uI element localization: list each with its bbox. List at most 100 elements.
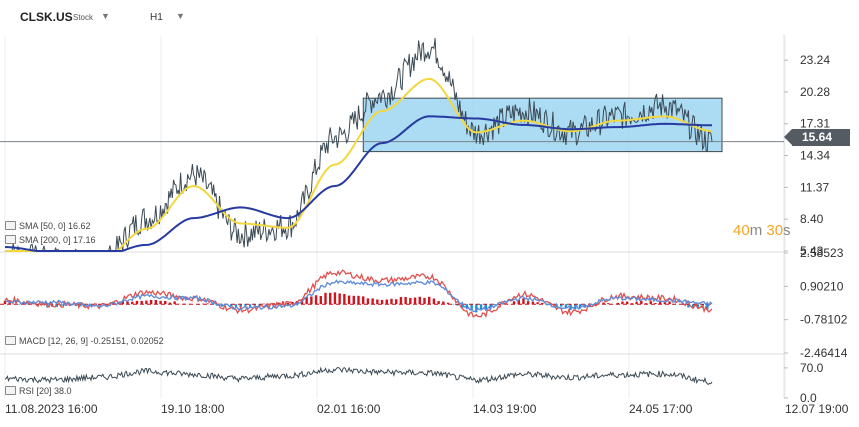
macd-histogram-bar bbox=[654, 302, 657, 305]
rsi-legend-text: RSI [20] 38.0 bbox=[19, 386, 72, 396]
macd-histogram-bar bbox=[625, 301, 629, 305]
macd-histogram-bar bbox=[691, 304, 695, 309]
macd-histogram-bar bbox=[399, 297, 403, 305]
macd-histogram-bar bbox=[234, 304, 238, 307]
symbol-name[interactable]: CLSK.US bbox=[20, 10, 73, 24]
indicator-settings-icon[interactable] bbox=[5, 386, 16, 395]
macd-histogram-bar bbox=[663, 301, 667, 305]
macd-histogram-bar bbox=[432, 298, 436, 305]
macd-histogram-bar bbox=[583, 304, 586, 308]
macd-histogram-bar bbox=[206, 303, 209, 305]
macd-histogram-bar bbox=[555, 304, 558, 308]
countdown-seconds: 30 bbox=[766, 222, 784, 239]
symbol-type: Stock bbox=[73, 13, 94, 22]
macd-histogram-bar bbox=[517, 299, 520, 305]
macd-histogram-bar bbox=[376, 299, 379, 305]
macd-histogram-bar bbox=[413, 297, 417, 305]
sma50-legend[interactable]: SMA [50, 0] 16.62 bbox=[5, 221, 91, 231]
macd-histogram-bar bbox=[512, 301, 516, 305]
chart-grid bbox=[4, 36, 786, 398]
symbol-dropdown-caret-icon[interactable]: ▼ bbox=[101, 11, 110, 21]
macd-histogram-bar bbox=[706, 304, 709, 310]
time-axis-tick-label: 02.01 16:00 bbox=[317, 402, 381, 416]
rsi-series-line bbox=[4, 366, 713, 386]
macd-histogram-bar bbox=[333, 292, 337, 305]
macd-histogram-bar bbox=[126, 301, 129, 305]
macd-histogram-bar bbox=[489, 304, 492, 308]
macd-histogram-bar bbox=[498, 304, 502, 306]
macd-axis-tick-label: -2.46414 bbox=[800, 346, 848, 360]
macd-histogram-bar bbox=[173, 301, 176, 305]
y-axis-ticks: 5.43 8.40 11.37 14.34 17.31 20.28 23.24 2.58523… bbox=[784, 53, 848, 405]
macd-histogram-bar bbox=[286, 302, 289, 305]
rsi-legend[interactable]: RSI [20] 38.0 bbox=[5, 386, 72, 396]
macd-histogram-bar bbox=[291, 301, 294, 305]
macd-histogram-bar bbox=[578, 304, 582, 309]
macd-legend[interactable]: MACD [12, 26, 9] -0.25151, 0.02052 bbox=[5, 336, 164, 346]
macd-histogram-bar bbox=[324, 292, 327, 305]
macd-histogram-bar bbox=[649, 301, 652, 305]
macd-histogram-bar bbox=[559, 304, 563, 307]
price-axis-tick-label: 14.34 bbox=[800, 149, 830, 163]
macd-histogram-bar bbox=[168, 302, 172, 305]
macd-histogram-bar bbox=[493, 304, 497, 306]
countdown-minutes-unit: m bbox=[749, 222, 763, 239]
price-axis-tick-label: 5.43 bbox=[800, 244, 824, 258]
macd-histogram-bar bbox=[220, 304, 224, 307]
macd-histogram-bar bbox=[418, 296, 421, 305]
macd-histogram-bar bbox=[531, 301, 535, 305]
macd-histogram-bar bbox=[484, 304, 487, 311]
macd-histogram-bar bbox=[428, 296, 431, 305]
macd-histogram-bar bbox=[475, 304, 478, 313]
macd-histogram-bar bbox=[409, 297, 412, 305]
macd-histogram-bar bbox=[644, 303, 648, 305]
timeframe-dropdown-caret-icon[interactable]: ▼ bbox=[176, 11, 185, 21]
indicator-settings-icon[interactable] bbox=[5, 221, 16, 230]
macd-histogram-bar bbox=[687, 304, 690, 308]
indicator-settings-icon[interactable] bbox=[5, 235, 16, 244]
macd-histogram-bar bbox=[635, 301, 638, 305]
signal-series-line bbox=[4, 279, 713, 313]
macd-legend-text: MACD [12, 26, 9] -0.25151, 0.02052 bbox=[19, 336, 164, 346]
macd-histogram-bar bbox=[357, 295, 360, 305]
price-axis-tick-label: 23.24 bbox=[800, 53, 830, 67]
macd-histogram-bar bbox=[465, 304, 469, 309]
macd-histogram-bar bbox=[479, 304, 483, 310]
macd-histogram-bar bbox=[121, 301, 125, 305]
price-axis-tick-label: 20.28 bbox=[800, 85, 830, 99]
macd-histogram-bar bbox=[423, 297, 426, 305]
sma50-legend-text: SMA [50, 0] 16.62 bbox=[19, 221, 91, 231]
timeframe-selector[interactable]: H1 bbox=[150, 12, 163, 23]
sma200-legend[interactable]: SMA [200, 0] 17.16 bbox=[5, 235, 96, 245]
macd-histogram-bar bbox=[314, 295, 318, 305]
macd-histogram-bar bbox=[55, 304, 59, 307]
macd-histogram-bar bbox=[616, 302, 619, 305]
macd-histogram-bar bbox=[159, 300, 162, 305]
macd-histogram-bar bbox=[319, 296, 322, 305]
macd-histogram-bar bbox=[263, 303, 266, 305]
panel-separators bbox=[0, 34, 785, 398]
macd-histogram-bar bbox=[140, 300, 143, 305]
macd-histogram-bar bbox=[658, 301, 662, 305]
x-axis-ticks: 11.08.2023 16:00 19.10 18:00 02.01 16:00 14… bbox=[5, 402, 849, 416]
macd-histogram-bar bbox=[621, 301, 624, 305]
current-price-badge: 15.64 bbox=[784, 129, 850, 146]
macd-histogram-bar bbox=[602, 302, 605, 305]
macd-axis-tick-label: -0.78102 bbox=[800, 313, 848, 327]
macd-histogram-bar bbox=[696, 304, 700, 308]
indicator-settings-icon[interactable] bbox=[5, 336, 16, 345]
macd-histogram-bar bbox=[371, 298, 374, 305]
macd-histogram-bar bbox=[60, 304, 63, 306]
macd-histogram-bar bbox=[277, 302, 280, 305]
macd-histogram-bar bbox=[347, 295, 351, 305]
macd-histogram-bar bbox=[329, 292, 332, 305]
macd-histogram-bar bbox=[541, 302, 544, 305]
macd-histogram-bar bbox=[526, 301, 530, 305]
chart-toolbar: CLSK.US Stock ▼ H1 ▼ bbox=[0, 0, 859, 34]
countdown-seconds-unit: s bbox=[783, 222, 791, 239]
time-axis-tick-label: 24.05 17:00 bbox=[629, 402, 693, 416]
macd-histogram-bar bbox=[380, 299, 384, 305]
macd-histogram-bar bbox=[446, 302, 450, 305]
macd-histogram-bar bbox=[343, 293, 346, 305]
